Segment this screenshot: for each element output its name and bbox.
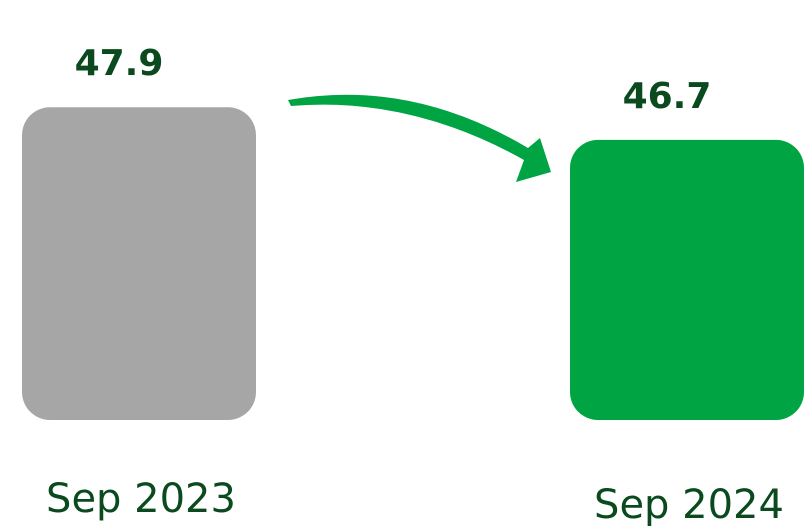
category-labels-group: Sep 2023 Sep 2024 [46, 476, 784, 526]
category-label-sep-2024: Sep 2024 [594, 482, 784, 526]
bar-sep-2023 [22, 107, 256, 420]
bar-sep-2024 [570, 139, 804, 420]
value-labels-group: 47.9 46.7 [75, 43, 712, 117]
decrease-arrow-icon [288, 94, 551, 182]
bars-group [22, 107, 804, 420]
value-label-sep-2023: 47.9 [75, 43, 164, 84]
category-label-sep-2023: Sep 2023 [46, 476, 236, 522]
value-label-sep-2024: 46.7 [623, 76, 712, 117]
